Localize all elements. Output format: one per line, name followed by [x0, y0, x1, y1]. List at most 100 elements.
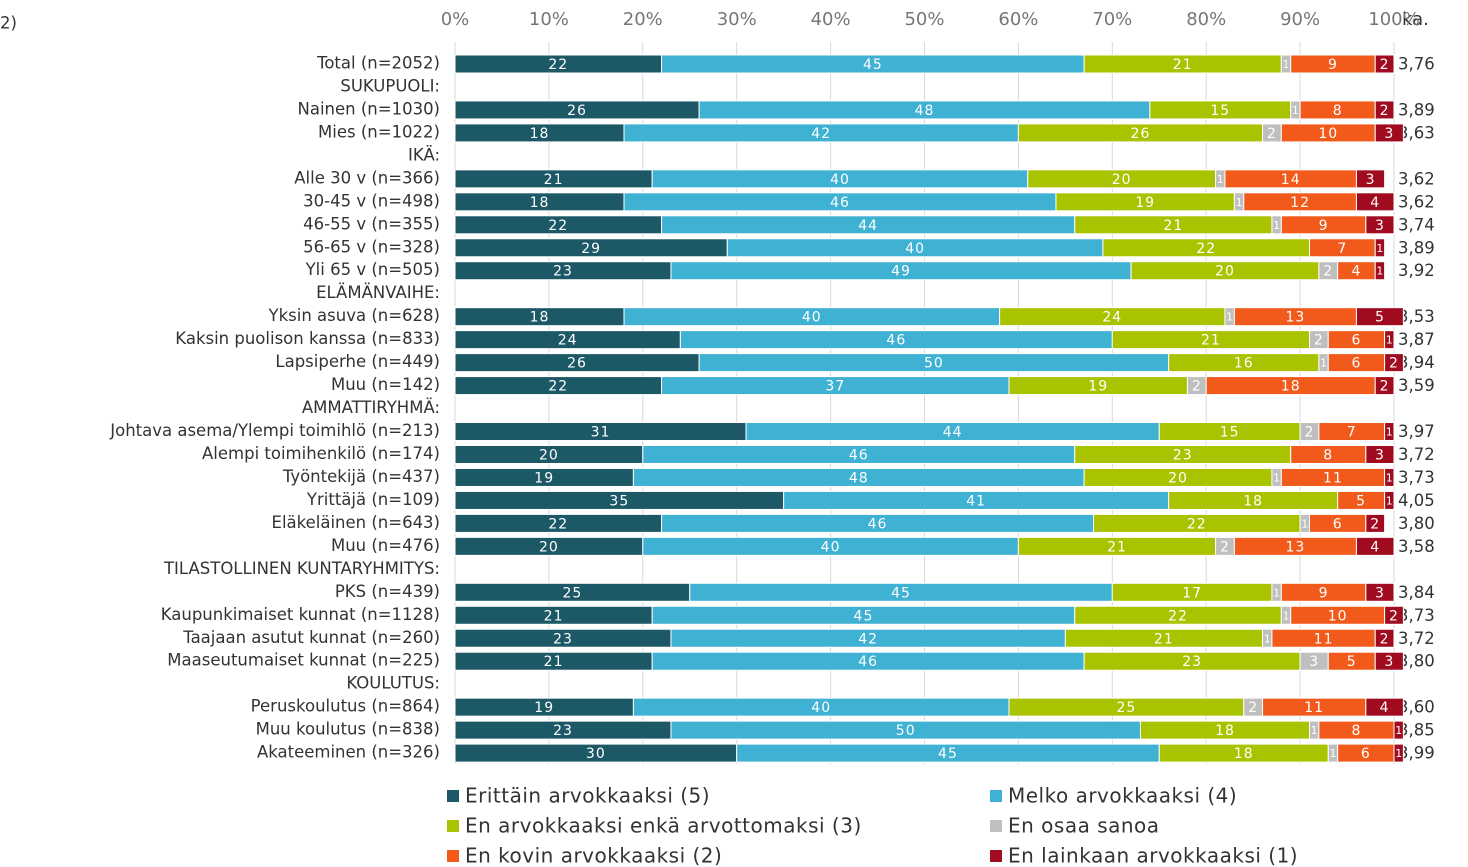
category-label: Eläkeläinen (n=643) — [272, 513, 440, 532]
segment-label: 2 — [1267, 126, 1277, 142]
segment-label: 23 — [1173, 447, 1193, 463]
segment-label: 23 — [553, 723, 573, 739]
segment-label: 21 — [1173, 57, 1193, 73]
category-label: KOULUTUS: — [346, 674, 440, 693]
segment-label: 45 — [863, 57, 883, 73]
bar-segment — [1374, 261, 1386, 281]
segment-label: 2 — [1389, 356, 1399, 372]
segment-label: 20 — [1215, 264, 1235, 280]
note: 2) — [0, 14, 17, 33]
segment-label: 13 — [1285, 310, 1305, 326]
average-label: 3,76 — [1398, 55, 1435, 74]
segment-label: 15 — [1220, 425, 1240, 441]
x-tick-label: 10% — [529, 9, 569, 30]
bar-segment — [1374, 123, 1404, 143]
legend-label: En lainkaan arvokkaaksi (1) — [1008, 844, 1298, 867]
category-label: Lapsiperhe (n=449) — [275, 352, 440, 371]
average-label: 3,72 — [1398, 629, 1435, 648]
segment-label: 13 — [1285, 539, 1305, 555]
category-label: Muu (n=142) — [331, 375, 440, 394]
segment-label: 5 — [1375, 310, 1385, 326]
category-label: Yli 65 v (n=505) — [305, 260, 440, 279]
average-label: 3,62 — [1398, 169, 1435, 188]
average-label: 3,80 — [1398, 514, 1435, 533]
segment-label: 40 — [905, 241, 925, 257]
x-tick-label: 50% — [904, 9, 944, 30]
segment-label: 1 — [1273, 219, 1280, 232]
bar-segment — [1384, 353, 1404, 373]
segment-label: 2 — [1323, 264, 1333, 280]
x-tick-label: 30% — [717, 9, 757, 30]
segment-label: 17 — [1182, 585, 1202, 601]
segment-label: 1 — [1376, 242, 1383, 255]
category-label: AMMATTIRYHMÄ: — [302, 398, 440, 417]
segment-label: 37 — [825, 379, 845, 395]
category-label: Total (n=2052) — [316, 54, 440, 73]
segment-label: 1 — [1226, 311, 1233, 324]
bar-segment — [1365, 444, 1395, 464]
segment-label: 18 — [530, 310, 550, 326]
segment-label: 22 — [548, 516, 568, 532]
x-tick-label: 70% — [1092, 9, 1132, 30]
legend-swatch — [447, 850, 459, 862]
bar-segment — [1384, 422, 1395, 442]
segment-label: 22 — [1187, 516, 1207, 532]
segment-label: 22 — [1196, 241, 1216, 257]
segment-label: 46 — [858, 654, 878, 670]
segment-label: 2 — [1314, 333, 1324, 349]
bar-segment — [1393, 720, 1404, 740]
segment-label: 26 — [567, 103, 587, 119]
bar-segment — [1393, 743, 1404, 763]
segment-label: 10 — [1328, 608, 1348, 624]
bar-segment — [1355, 169, 1386, 189]
segment-label: 1 — [1264, 632, 1271, 645]
segment-label: 8 — [1333, 103, 1343, 119]
segment-label: 4 — [1370, 195, 1380, 211]
average-label: 3,80 — [1398, 652, 1435, 671]
segment-label: 18 — [1281, 379, 1301, 395]
segment-label: 3 — [1375, 447, 1385, 463]
x-tick-label: 60% — [998, 9, 1038, 30]
segment-label: 21 — [1201, 333, 1221, 349]
segment-label: 44 — [943, 425, 963, 441]
segment-label: 1 — [1395, 724, 1402, 737]
segment-label: 7 — [1337, 241, 1347, 257]
bar-segment — [1374, 100, 1395, 120]
segment-label: 1 — [1376, 265, 1383, 278]
segment-label: 25 — [562, 585, 582, 601]
category-label: 30-45 v (n=498) — [303, 191, 440, 210]
segment-label: 46 — [849, 447, 869, 463]
segment-label: 4 — [1351, 264, 1361, 280]
average-label: 3,72 — [1398, 445, 1435, 464]
category-label: Alempi toimihenkilö (n=174) — [202, 444, 440, 463]
segment-label: 31 — [591, 425, 611, 441]
segment-label: 26 — [567, 356, 587, 372]
segment-label: 1 — [1386, 471, 1393, 484]
segment-label: 9 — [1328, 57, 1338, 73]
category-label: Taajaan asutut kunnat (n=260) — [182, 628, 440, 647]
category-label: Peruskoulutus (n=864) — [251, 697, 440, 716]
segment-label: 6 — [1333, 516, 1343, 532]
segment-label: 22 — [1168, 608, 1188, 624]
segment-label: 4 — [1370, 539, 1380, 555]
segment-label: 21 — [544, 172, 564, 188]
bar-segment — [1384, 490, 1395, 510]
segment-label: 40 — [811, 700, 831, 716]
category-label: Yksin asuva (n=628) — [268, 306, 440, 325]
segment-label: 14 — [1281, 172, 1301, 188]
segment-label: 2 — [1305, 425, 1315, 441]
average-label: 3,99 — [1398, 744, 1435, 763]
segment-label: 3 — [1384, 126, 1394, 142]
segment-label: 12 — [1290, 195, 1310, 211]
segment-label: 7 — [1347, 425, 1357, 441]
average-header: ka. — [1402, 9, 1429, 30]
segment-label: 1 — [1386, 494, 1393, 507]
segment-label: 2 — [1370, 516, 1380, 532]
x-tick-label: 0% — [441, 9, 470, 30]
segment-label: 40 — [821, 539, 841, 555]
segment-label: 2 — [1380, 379, 1390, 395]
category-label: Muu koulutus (n=838) — [256, 720, 440, 739]
segment-label: 16 — [1234, 356, 1254, 372]
segment-label: 5 — [1347, 654, 1357, 670]
